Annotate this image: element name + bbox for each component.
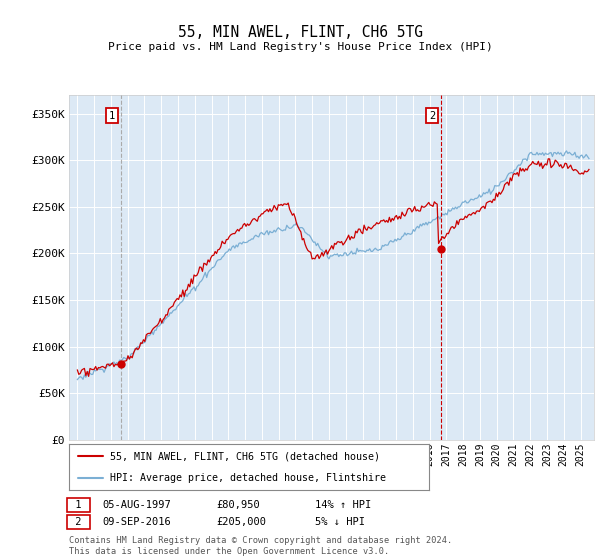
- Text: 05-AUG-1997: 05-AUG-1997: [102, 500, 171, 510]
- Point: [116, 360, 126, 368]
- Text: 09-SEP-2016: 09-SEP-2016: [102, 517, 171, 527]
- Text: 1: 1: [109, 111, 115, 120]
- Text: 55, MIN AWEL, FLINT, CH6 5TG (detached house): 55, MIN AWEL, FLINT, CH6 5TG (detached h…: [110, 451, 380, 461]
- Text: 5% ↓ HPI: 5% ↓ HPI: [315, 517, 365, 527]
- Text: 2: 2: [69, 517, 88, 527]
- Text: £205,000: £205,000: [216, 517, 266, 527]
- Text: 14% ↑ HPI: 14% ↑ HPI: [315, 500, 371, 510]
- Text: £80,950: £80,950: [216, 500, 260, 510]
- Text: HPI: Average price, detached house, Flintshire: HPI: Average price, detached house, Flin…: [110, 473, 386, 483]
- Text: Price paid vs. HM Land Registry's House Price Index (HPI): Price paid vs. HM Land Registry's House …: [107, 42, 493, 52]
- Point: [437, 244, 446, 253]
- Text: 55, MIN AWEL, FLINT, CH6 5TG: 55, MIN AWEL, FLINT, CH6 5TG: [178, 25, 422, 40]
- Text: 2: 2: [429, 111, 435, 120]
- Text: Contains HM Land Registry data © Crown copyright and database right 2024.
This d: Contains HM Land Registry data © Crown c…: [69, 536, 452, 556]
- Text: 1: 1: [69, 500, 88, 510]
